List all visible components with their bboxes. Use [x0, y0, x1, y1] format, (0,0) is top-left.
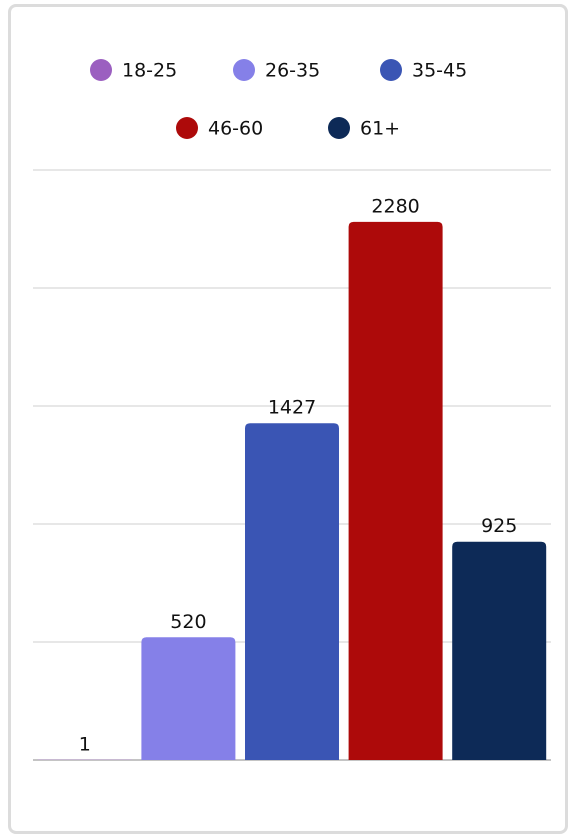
- legend-swatch: [233, 59, 255, 81]
- legend-swatch: [328, 117, 350, 139]
- value-label: 925: [481, 515, 517, 537]
- legend-label: 61+: [360, 118, 400, 140]
- legend-label: 46-60: [208, 118, 263, 140]
- bar: [245, 423, 339, 760]
- bar: [349, 222, 443, 760]
- value-label: 2280: [371, 195, 419, 217]
- legend-swatch: [380, 59, 402, 81]
- value-label: 1427: [268, 397, 316, 419]
- value-label: 1: [79, 733, 91, 755]
- legend-swatch: [176, 117, 198, 139]
- legend-label: 26-35: [265, 60, 320, 82]
- value-label: 520: [170, 611, 206, 633]
- bar: [452, 542, 546, 760]
- legend-swatch: [90, 59, 112, 81]
- legend-label: 18-25: [122, 60, 177, 82]
- legend-label: 35-45: [412, 60, 467, 82]
- bar: [141, 637, 235, 760]
